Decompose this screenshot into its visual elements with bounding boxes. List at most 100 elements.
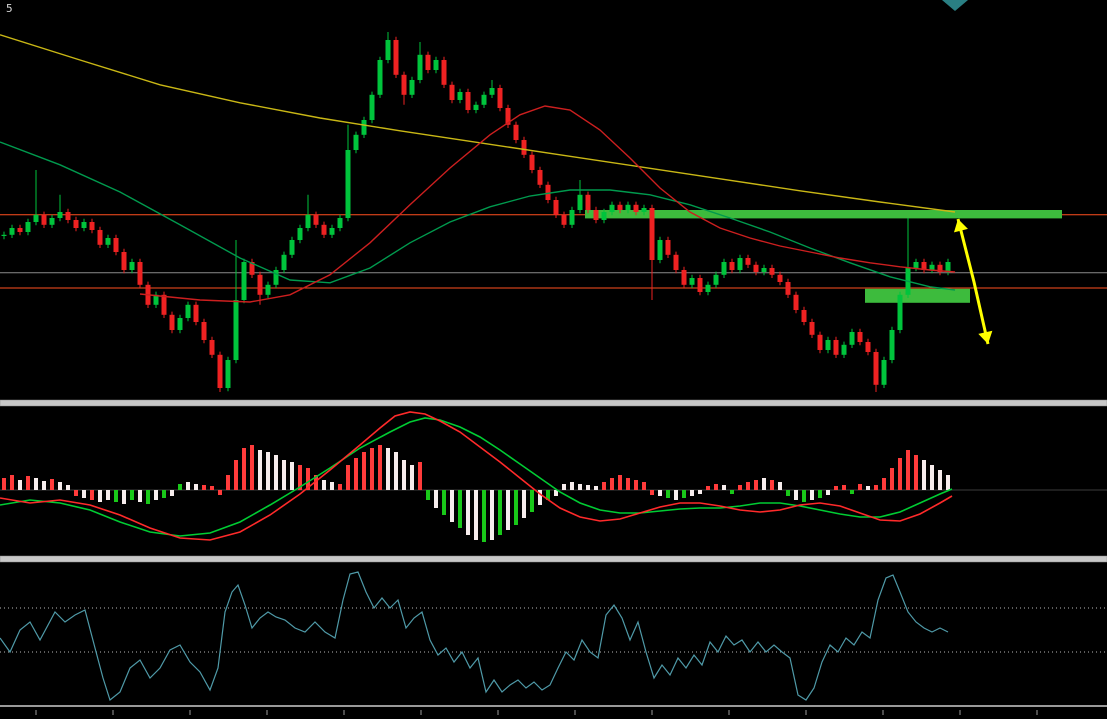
macd-histogram-bar [538, 490, 542, 505]
panel-divider-axis[interactable] [0, 705, 1107, 707]
macd-histogram-bar [490, 490, 494, 540]
macd-histogram-bar [338, 484, 342, 490]
candle-body [81, 222, 87, 228]
candle-body [601, 212, 607, 220]
candle-body [361, 120, 367, 135]
candle-body [513, 124, 519, 140]
candle-body [33, 214, 39, 222]
candle-body [201, 322, 207, 340]
candle-body [761, 268, 767, 272]
macd-histogram-bar [930, 465, 934, 490]
price-zone[interactable] [585, 210, 1062, 219]
price-zone[interactable] [865, 288, 970, 303]
macd-histogram-bar [682, 490, 686, 498]
forecast-arrow-head-up[interactable] [953, 219, 968, 233]
candle-body [177, 318, 183, 330]
macd-histogram-bar [642, 482, 646, 490]
forecast-arrow[interactable] [956, 218, 990, 345]
candle-body [561, 214, 567, 225]
macd-histogram-bar [58, 482, 62, 490]
corner-triangle-icon[interactable] [942, 0, 968, 11]
macd-histogram-bar [434, 490, 438, 508]
ma-red-line [139, 105, 956, 303]
macd-histogram-bar [418, 462, 422, 490]
candle-body [609, 204, 615, 212]
macd-histogram-bar [690, 490, 694, 496]
macd-histogram-bar [834, 486, 838, 490]
macd-histogram-bar [754, 480, 758, 490]
candle-body [865, 342, 871, 352]
candle-body [433, 60, 439, 70]
forecast-arrow-head-down[interactable] [978, 330, 993, 344]
macd-histogram-bar [42, 481, 46, 490]
candle-body [385, 40, 391, 60]
macd-histogram-bar [346, 465, 350, 490]
macd-histogram-bar [10, 475, 14, 490]
macd-histogram-bar [122, 490, 126, 504]
macd-histogram-bar [362, 452, 366, 490]
time-axis[interactable] [35, 710, 1038, 715]
macd-histogram-bar [602, 482, 606, 490]
macd-histogram-bar [258, 450, 262, 490]
candle-body [841, 344, 847, 355]
macd-histogram-bar [674, 490, 678, 500]
candle-body [593, 210, 599, 220]
candle-body [281, 254, 287, 270]
candle-body [129, 262, 135, 270]
macd-histogram-bar [82, 490, 86, 498]
candle-body [425, 54, 431, 70]
price-panel[interactable] [0, 32, 1107, 392]
macd-histogram-bar [482, 490, 486, 542]
candle-body [881, 360, 887, 385]
macd-histogram-bar [162, 490, 166, 498]
macd-histogram-bar [386, 448, 390, 490]
macd-histogram-bar [410, 465, 414, 490]
macd-histogram-bar [450, 490, 454, 522]
candle-body [313, 214, 319, 225]
candle-body [649, 208, 655, 260]
macd-panel[interactable] [0, 411, 1107, 542]
oscillator-panel[interactable] [0, 571, 1107, 702]
candle-body [545, 184, 551, 200]
candle-body [353, 134, 359, 150]
macd-histogram-bar [898, 458, 902, 490]
macd-histogram-bar [74, 490, 78, 496]
candle-body [817, 334, 823, 350]
macd-histogram-bar [610, 478, 614, 490]
macd-histogram-bar [106, 490, 110, 500]
candle-body [249, 262, 255, 275]
macd-histogram-bar [594, 486, 598, 490]
macd-histogram-bar [786, 490, 790, 496]
macd-histogram-bar [850, 490, 854, 494]
candle-body [457, 92, 463, 100]
macd-histogram-bar [866, 486, 870, 490]
oscillator-line [0, 571, 949, 702]
panel-divider-macd-oscillator[interactable] [0, 555, 1107, 563]
macd-histogram-bar [658, 490, 662, 496]
candle-body [801, 310, 807, 322]
candle-body [1, 234, 7, 236]
candle-body [169, 314, 175, 330]
candle-body [193, 304, 199, 322]
macd-histogram-bar [578, 484, 582, 490]
candle-body [681, 270, 687, 285]
macd-histogram-bar [498, 490, 502, 535]
macd-histogram-bar [266, 452, 270, 490]
macd-histogram-bar [282, 460, 286, 490]
macd-histogram-bar [354, 458, 358, 490]
macd-histogram-bar [50, 479, 54, 490]
macd-histogram-bar [138, 490, 142, 502]
macd-histogram-bar [738, 485, 742, 490]
ma-yellow-line [0, 34, 956, 213]
candle-body [337, 218, 343, 228]
macd-histogram-bar [114, 490, 118, 502]
macd-histogram-bar [626, 478, 630, 490]
macd-histogram-bar [826, 490, 830, 495]
candle-body [297, 228, 303, 240]
macd-histogram-bar [634, 480, 638, 490]
macd-histogram-bar [26, 476, 30, 490]
candle-body [849, 332, 855, 345]
panel-divider-price-macd[interactable] [0, 399, 1107, 407]
macd-histogram-bar [34, 478, 38, 490]
